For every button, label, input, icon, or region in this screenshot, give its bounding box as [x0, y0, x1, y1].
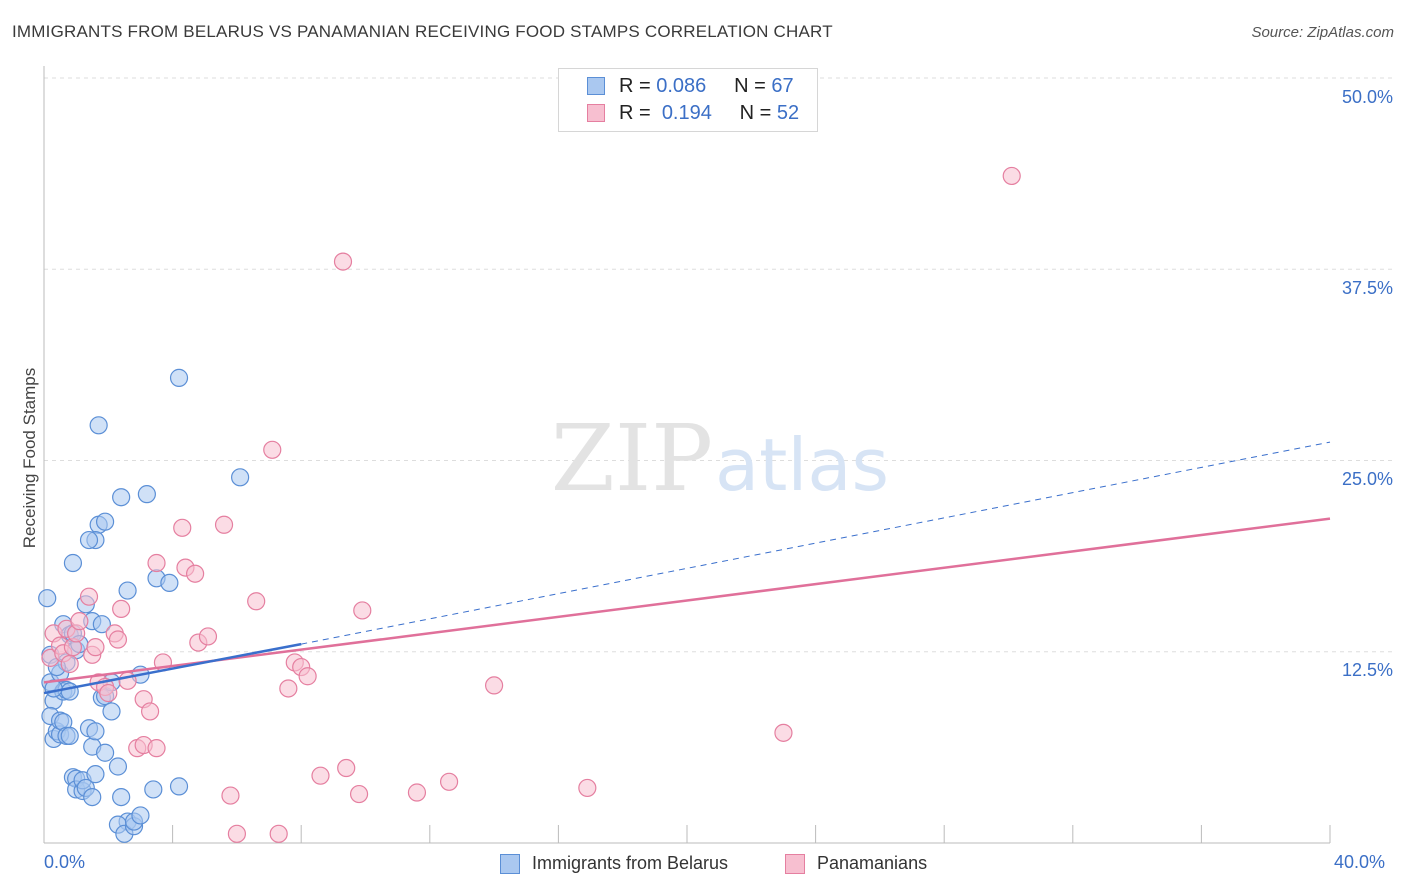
belarus-point — [160, 573, 179, 593]
panamanians-point — [70, 612, 89, 631]
n-value: 67 — [771, 75, 794, 97]
panamanians-point — [214, 515, 234, 534]
panamanians-point — [439, 772, 459, 791]
n-label: N = — [734, 75, 766, 97]
belarus-point — [60, 682, 79, 701]
trend-lines — [43, 441, 1331, 695]
panamanians-point — [1002, 166, 1021, 186]
belarus-point — [144, 780, 163, 799]
panamanians-point — [79, 587, 99, 606]
belarus-point — [169, 777, 189, 796]
panamanians-point — [221, 786, 240, 805]
source-label: Source: ZipAtlas.com — [1251, 24, 1394, 41]
panamanians-point — [407, 783, 427, 802]
gridlines — [44, 77, 1392, 653]
y-tick-label-25: 25.0% — [1341, 469, 1393, 489]
n-label: N = — [739, 102, 772, 124]
panamanians-point — [353, 601, 372, 620]
belarus-trend-extrapolated — [301, 441, 1331, 645]
belarus-point — [118, 581, 137, 600]
panamanians-point — [349, 784, 369, 804]
series-panamanians-points — [41, 166, 1021, 843]
belarus-point — [63, 553, 83, 573]
belarus-point — [112, 787, 131, 807]
legend-swatch-pink — [785, 854, 805, 874]
belarus-point — [86, 722, 105, 741]
panamanians-point — [60, 654, 79, 674]
belarus-point — [95, 512, 115, 531]
n-value: 52 — [776, 102, 800, 124]
belarus-point — [83, 787, 102, 807]
belarus-point — [79, 530, 99, 550]
belarus-point — [108, 757, 128, 776]
panamanians-point — [227, 824, 246, 843]
legend-swatch-blue — [500, 854, 520, 874]
panamanians-point — [147, 739, 166, 758]
belarus-point — [89, 416, 108, 435]
panamanians-point — [140, 702, 160, 721]
legend-label-belarus: Immigrants from Belarus — [532, 853, 729, 873]
belarus-point — [131, 806, 150, 825]
legend-swatch-pink — [587, 104, 605, 122]
panamanians-point — [279, 679, 298, 698]
watermark: ZIP atlas — [551, 405, 889, 512]
legend-swatch-blue — [587, 77, 605, 95]
y-tick-label-50: 50.0% — [1341, 87, 1393, 107]
r-label: R = — [619, 102, 651, 124]
panamanians-point — [108, 630, 128, 649]
panamanians-point — [186, 564, 205, 583]
belarus-trend-line — [43, 642, 302, 695]
panamanians-point — [247, 592, 266, 611]
r-label: R = — [619, 75, 651, 97]
correlation-legend: R = 0.086 N = 67 R = 0.194 N = 52 — [558, 68, 818, 132]
belarus-point — [231, 468, 250, 487]
panamanians-point — [485, 676, 504, 695]
x-tick-label-max: 40.0% — [1334, 852, 1386, 872]
belarus-point — [95, 743, 115, 762]
belarus-point — [137, 485, 156, 504]
panamanians-point — [86, 638, 105, 657]
panamanians-point — [269, 824, 288, 843]
watermark-zip: ZIP — [551, 405, 713, 512]
panamanians-point — [774, 723, 793, 742]
belarus-point — [38, 589, 57, 608]
x-tick-label-min: 0.0% — [44, 852, 86, 872]
y-tick-label-12-5: 12.5% — [1341, 660, 1393, 680]
panamanians-point — [147, 553, 166, 573]
r-value: 0.086 — [656, 75, 707, 97]
panamanians-point — [99, 683, 118, 703]
panamanians-point — [311, 766, 330, 785]
legend-label-panamanians: Panamanians — [817, 853, 928, 873]
chart-title: IMMIGRANTS FROM BELARUS VS PANAMANIAN RE… — [12, 22, 833, 41]
panamanians-point — [298, 667, 317, 686]
panamanians-point — [337, 758, 356, 778]
belarus-point — [102, 702, 121, 721]
belarus-point — [92, 615, 111, 634]
belarus-point — [169, 368, 189, 387]
panamanians-point — [263, 440, 282, 459]
series-belarus-points — [38, 368, 250, 843]
y-tick-label-37-5: 37.5% — [1341, 278, 1393, 298]
belarus-point — [60, 726, 79, 746]
panamanians-point — [112, 599, 131, 619]
panamanians-point — [578, 778, 597, 798]
r-value: 0.194 — [661, 102, 712, 124]
panamanians-trend-line — [43, 517, 1331, 684]
watermark-atlas: atlas — [715, 423, 889, 507]
belarus-point — [112, 488, 131, 507]
panamanians-point — [173, 518, 192, 537]
belarus-point — [86, 765, 105, 784]
panamanians-point — [198, 627, 218, 646]
panamanians-point — [333, 252, 353, 271]
